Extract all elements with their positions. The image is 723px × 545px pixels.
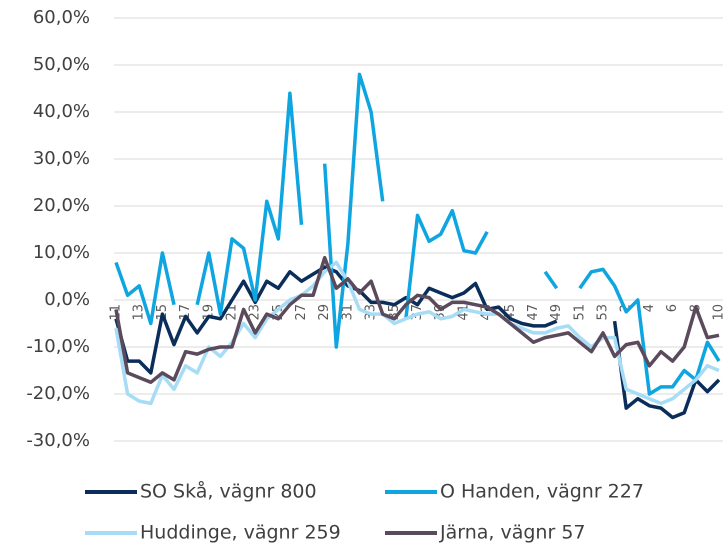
y-tick-label: 60,0% bbox=[33, 7, 90, 28]
x-tick-label: 10 bbox=[712, 304, 723, 321]
series-line bbox=[114, 255, 720, 385]
x-tick-label: 29 bbox=[317, 304, 332, 321]
y-tick-label: -10,0% bbox=[26, 336, 90, 357]
x-tick-label: 31 bbox=[340, 304, 355, 321]
y-tick-label: -30,0% bbox=[26, 430, 90, 451]
legend-label: SO Skå, vägnr 800 bbox=[140, 480, 317, 503]
y-tick-label: 0,0% bbox=[44, 289, 90, 310]
y-tick-label: 20,0% bbox=[33, 195, 90, 216]
x-tick-label: 6 bbox=[665, 304, 680, 312]
x-tick-label: 13 bbox=[132, 304, 147, 321]
series-line bbox=[114, 260, 720, 406]
x-tick-label: 4 bbox=[642, 304, 657, 312]
series-line bbox=[114, 265, 721, 420]
x-tick-label: 47 bbox=[526, 304, 541, 321]
legend-label: Järna, vägnr 57 bbox=[439, 522, 586, 544]
x-tick-label: 41 bbox=[456, 304, 471, 321]
x-tick-label: 53 bbox=[596, 304, 611, 321]
x-tick-label: 51 bbox=[572, 304, 587, 321]
y-tick-label: 30,0% bbox=[33, 148, 90, 169]
x-tick-label: 23 bbox=[248, 304, 263, 321]
series-line bbox=[114, 72, 721, 396]
y-tick-label: 40,0% bbox=[33, 101, 90, 122]
legend-label: Huddinge, vägnr 259 bbox=[140, 522, 341, 544]
x-tick-label: 49 bbox=[549, 304, 564, 321]
x-tick-label: 17 bbox=[178, 304, 193, 321]
y-tick-label: -20,0% bbox=[26, 383, 90, 404]
y-tick-label: 10,0% bbox=[33, 242, 90, 263]
legend-label: O Handen, vägnr 227 bbox=[440, 481, 644, 503]
x-tick-label: 15 bbox=[155, 304, 170, 321]
y-tick-label: 50,0% bbox=[33, 54, 90, 75]
x-tick-label: 27 bbox=[294, 304, 309, 321]
